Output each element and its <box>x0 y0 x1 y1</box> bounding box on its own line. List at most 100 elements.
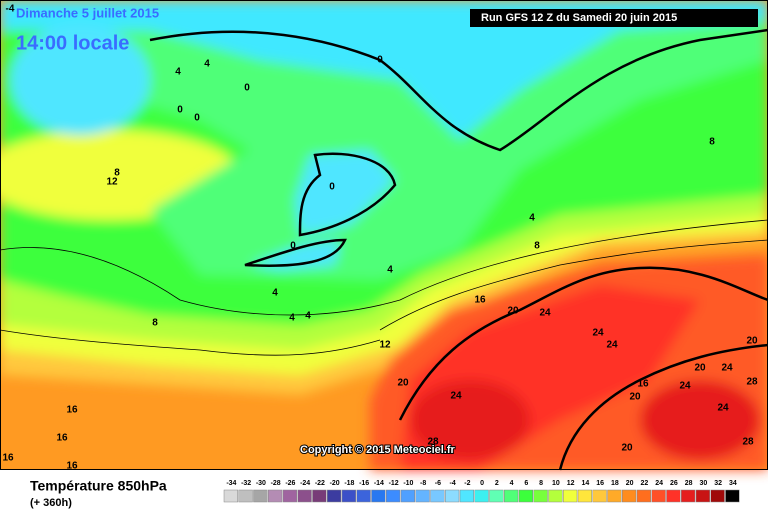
contour-line <box>558 343 768 471</box>
contour-line <box>0 329 381 356</box>
scale-box <box>268 489 283 503</box>
scale-label: 34 <box>729 480 737 487</box>
contour-label: 24 <box>679 381 691 392</box>
scale-box <box>282 489 297 503</box>
legend-lead: (+ 360h) <box>30 497 72 509</box>
scale-box <box>533 489 548 503</box>
scale-box <box>592 489 607 503</box>
scale-box <box>651 489 666 503</box>
contour-label: 16 <box>66 461 78 472</box>
scale-label: 12 <box>567 480 575 487</box>
forecast-date: Dimanche 5 juillet 2015 <box>16 5 159 20</box>
scale-label: -8 <box>420 480 426 487</box>
scale-label: -18 <box>344 480 354 487</box>
contour-label: 4 <box>204 59 210 70</box>
scale-label: 4 <box>510 480 514 487</box>
scale-box <box>489 489 504 503</box>
scale-label: -24 <box>300 480 310 487</box>
scale-label: 28 <box>685 480 693 487</box>
contour-label: 20 <box>397 378 409 389</box>
contour-line <box>149 28 768 152</box>
contour-label: -4 <box>6 4 15 15</box>
scale-label: 26 <box>670 480 678 487</box>
contour-label: 16 <box>637 379 649 390</box>
scale-box <box>710 489 725 503</box>
scale-label: -10 <box>403 480 413 487</box>
contour-label: 0 <box>290 241 296 252</box>
contour-label: 12 <box>106 177 118 188</box>
legend-title: Température 850hPa <box>30 478 167 494</box>
scale-box <box>341 489 356 503</box>
scale-label: -34 <box>226 480 236 487</box>
scale-box <box>459 489 474 503</box>
contour-label: 0 <box>377 55 383 66</box>
scale-box <box>415 489 430 503</box>
scale-label: 0 <box>480 480 484 487</box>
scale-label: 30 <box>699 480 707 487</box>
scale-box <box>386 489 401 503</box>
contour-label: 4 <box>387 265 393 276</box>
scale-label: -4 <box>450 480 456 487</box>
run-info: Run GFS 12 Z du Samedi 20 juin 2015 <box>481 12 677 24</box>
scale-label: 22 <box>640 480 648 487</box>
contour-label: 24 <box>721 363 733 374</box>
contour-label: 20 <box>746 336 758 347</box>
scale-box <box>725 489 740 503</box>
contour-label: 20 <box>507 306 519 317</box>
contour-label: 4 <box>175 67 181 78</box>
scale-label: 20 <box>626 480 634 487</box>
contour-line <box>298 152 397 237</box>
contour-label: 4 <box>529 213 535 224</box>
contour-label: 20 <box>629 392 641 403</box>
scale-box <box>297 489 312 503</box>
scale-label: -30 <box>256 480 266 487</box>
scale-label: -32 <box>241 480 251 487</box>
scale-label: -26 <box>285 480 295 487</box>
contour-label: 20 <box>694 363 706 374</box>
scale-box <box>695 489 710 503</box>
scale-box <box>577 489 592 503</box>
contour-label: 24 <box>450 391 462 402</box>
scale-box <box>371 489 386 503</box>
scale-box <box>253 489 268 503</box>
contour-label: 28 <box>746 377 758 388</box>
scale-box <box>504 489 519 503</box>
contour-line <box>398 266 768 421</box>
scale-label: -16 <box>359 480 369 487</box>
scale-label: 8 <box>539 480 543 487</box>
scale-box <box>223 489 238 503</box>
contour-label: 0 <box>329 182 335 193</box>
scale-box <box>563 489 578 503</box>
scale-box <box>622 489 637 503</box>
scale-label: -22 <box>315 480 325 487</box>
copyright: Copyright © 2015 Meteociel.fr <box>300 444 456 456</box>
scale-label: 10 <box>552 480 560 487</box>
scale-label: -2 <box>464 480 470 487</box>
contours <box>0 28 768 471</box>
scale-label: 14 <box>581 480 589 487</box>
scale-box <box>548 489 563 503</box>
contour-label: 16 <box>474 295 486 306</box>
contour-label: 16 <box>56 433 68 444</box>
scale-label: 6 <box>524 480 528 487</box>
scale-box <box>400 489 415 503</box>
scale-label: -28 <box>271 480 281 487</box>
contour-label: 24 <box>592 328 604 339</box>
scale-box <box>474 489 489 503</box>
scale-box <box>518 489 533 503</box>
contour-label: 16 <box>2 453 14 464</box>
contour-label: 24 <box>717 403 729 414</box>
contour-line <box>244 238 347 267</box>
scale-label: 2 <box>495 480 499 487</box>
contour-label: 4 <box>272 288 278 299</box>
scale-label: -12 <box>389 480 399 487</box>
contour-label: 24 <box>539 308 551 319</box>
scale-label: 16 <box>596 480 604 487</box>
scale-box <box>607 489 622 503</box>
contour-label: 28 <box>427 437 439 448</box>
contour-label: 8 <box>534 241 540 252</box>
contour-label: 20 <box>621 443 633 454</box>
contour-line <box>379 239 768 331</box>
contour-line <box>0 219 768 316</box>
